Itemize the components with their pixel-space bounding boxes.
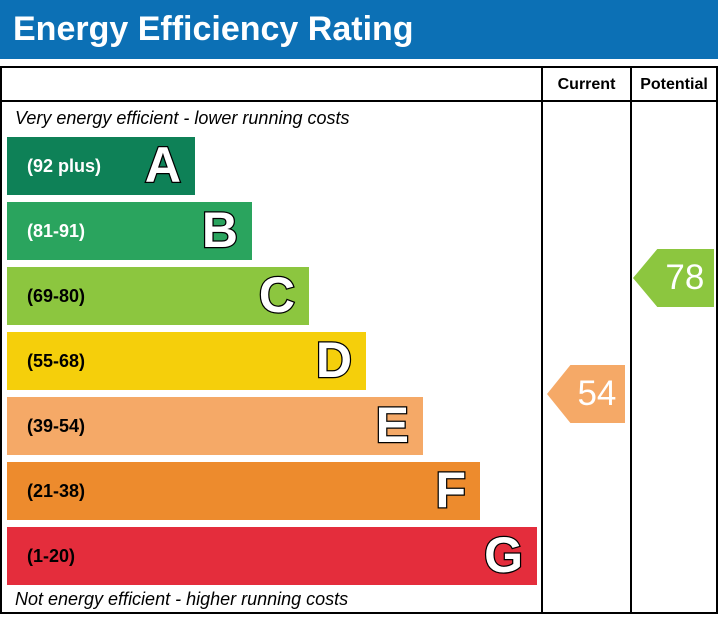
band-f-letter: F xyxy=(434,461,467,520)
epc-rating-table: Current Potential Very energy efficient … xyxy=(0,66,718,614)
potential-rating-value: 78 xyxy=(665,258,705,297)
band-a: (92 plus) A xyxy=(7,136,195,195)
band-d-letter: D xyxy=(315,331,354,390)
current-rating-arrow: 54 xyxy=(547,365,625,423)
rating-bands: (92 plus) A (81-91) B (69-80) C (55-68) … xyxy=(7,136,537,592)
band-c-range-label: (69-80) xyxy=(27,286,86,306)
band-g-letter: G xyxy=(483,526,524,585)
band-e: (39-54) E xyxy=(7,396,423,455)
band-f-range-label: (21-38) xyxy=(27,481,86,501)
band-e-letter: E xyxy=(374,396,410,455)
band-d: (55-68) D xyxy=(7,331,366,390)
band-b: (81-91) B xyxy=(7,201,252,260)
band-d-range-label: (55-68) xyxy=(27,351,86,371)
title-bar: Energy Efficiency Rating xyxy=(0,0,718,59)
band-a-letter: A xyxy=(144,136,183,195)
current-rating-value: 54 xyxy=(577,374,617,413)
band-g-range-label: (1-20) xyxy=(27,546,76,566)
potential-column-divider xyxy=(630,68,632,612)
band-e-range-label: (39-54) xyxy=(27,416,86,436)
band-a-range-label: (92 plus) xyxy=(27,156,102,176)
current-column-divider xyxy=(541,68,543,612)
band-f: (21-38) F xyxy=(7,461,480,520)
current-column-header: Current xyxy=(557,76,616,93)
band-b-range-label: (81-91) xyxy=(27,221,86,241)
potential-rating-arrow: 78 xyxy=(633,249,714,307)
top-note: Very energy efficient - lower running co… xyxy=(15,108,350,128)
band-g: (1-20) G xyxy=(7,526,537,585)
band-c: (69-80) C xyxy=(7,266,309,325)
page-title: Energy Efficiency Rating xyxy=(13,10,414,48)
bottom-note: Not energy efficient - higher running co… xyxy=(15,589,349,609)
band-b-letter: B xyxy=(201,201,240,260)
table-header-row: Current Potential xyxy=(2,68,716,102)
band-c-letter: C xyxy=(258,266,297,325)
potential-column-header: Potential xyxy=(640,76,708,93)
